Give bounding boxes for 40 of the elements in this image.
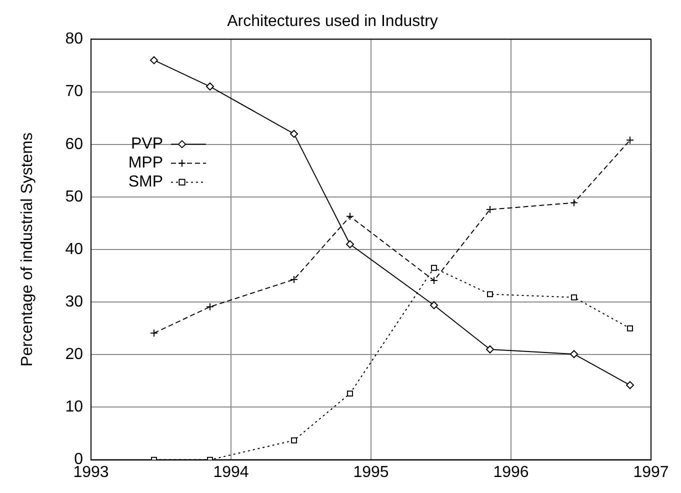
point xyxy=(346,212,354,220)
point xyxy=(346,240,354,248)
y-tick-label: 50 xyxy=(65,188,84,206)
point xyxy=(570,198,578,207)
x-tick-label: 1993 xyxy=(73,464,109,481)
y-tick-label: 20 xyxy=(65,346,84,364)
point xyxy=(206,302,214,311)
y-tick-label: 80 xyxy=(65,30,84,48)
point xyxy=(347,390,353,397)
x-tick-label: 1995 xyxy=(353,464,389,481)
legend-label: MPP xyxy=(128,154,163,172)
chart-title: Architectures used in Industry xyxy=(227,13,438,30)
point xyxy=(486,206,494,214)
point xyxy=(430,301,438,310)
y-tick-label: 10 xyxy=(65,398,84,416)
x-tick-label: 1994 xyxy=(213,464,249,481)
point xyxy=(431,264,437,271)
point xyxy=(290,130,298,138)
point xyxy=(290,275,298,284)
point xyxy=(486,345,494,354)
y-tick-label: 30 xyxy=(65,293,84,310)
point xyxy=(627,325,633,332)
legend-label: SMP xyxy=(128,174,163,191)
y-tick-label: 60 xyxy=(65,136,84,153)
point xyxy=(150,56,158,64)
y-axis-title: Percentage of industrial Systems xyxy=(19,132,36,366)
legend-label: PVP xyxy=(130,136,163,153)
point xyxy=(291,437,297,444)
point xyxy=(430,276,438,285)
point xyxy=(150,329,158,338)
x-tick-label: 1996 xyxy=(493,464,529,481)
point xyxy=(571,294,577,300)
point xyxy=(626,136,634,144)
y-tick-label: 70 xyxy=(65,83,84,100)
x-tick-label: 1997 xyxy=(633,464,669,481)
point xyxy=(626,381,634,390)
point xyxy=(570,350,578,358)
point xyxy=(206,82,214,91)
point xyxy=(487,291,493,298)
y-tick-label: 40 xyxy=(65,240,84,258)
